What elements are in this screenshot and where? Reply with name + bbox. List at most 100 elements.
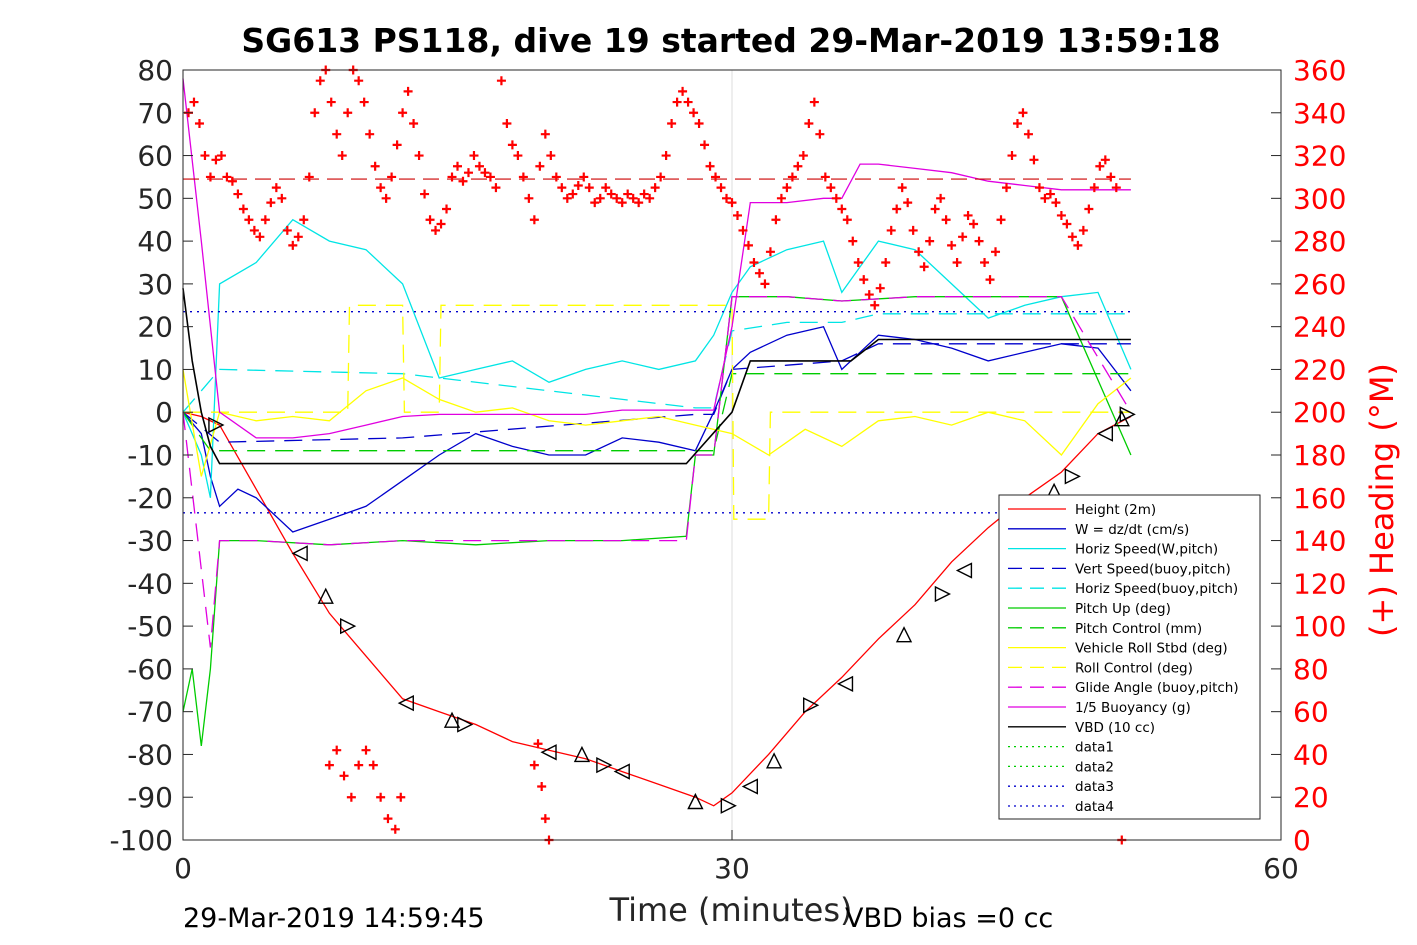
heading-point <box>211 155 221 165</box>
heading-point <box>1040 193 1050 203</box>
heading-point <box>584 183 594 193</box>
heading-point <box>617 198 627 208</box>
y-left-tick-label: -100 <box>109 824 173 857</box>
y-left-tick-label: -30 <box>127 525 173 558</box>
heading-point <box>897 183 907 193</box>
heading-point <box>749 258 759 267</box>
heading-point <box>831 193 841 203</box>
heading-point <box>485 172 495 182</box>
heading-point <box>947 240 957 250</box>
heading-point <box>469 151 479 161</box>
y-left-tick-label: 30 <box>137 268 173 301</box>
legend-label-4: Horiz Speed(buoy,pitch) <box>1075 581 1238 597</box>
heading-point <box>650 183 660 193</box>
legend-label-14: data3 <box>1075 779 1114 795</box>
heading-point <box>403 86 413 96</box>
y-right-tick-label: 240 <box>1293 311 1346 344</box>
heading-point <box>540 129 550 139</box>
heading-point <box>864 290 874 300</box>
legend-label-5: Pitch Up (deg) <box>1075 601 1171 617</box>
depth-triangle-marker <box>208 416 225 434</box>
heading-point <box>573 181 583 190</box>
heading-point <box>535 161 545 171</box>
heading-point <box>425 215 435 225</box>
y-left-tick-label: -10 <box>127 439 173 472</box>
heading-point <box>1051 198 1061 208</box>
heading-point <box>507 140 517 150</box>
heading-point <box>804 118 814 128</box>
heading-point <box>474 161 484 171</box>
series-line-11 <box>182 288 1131 465</box>
heading-point <box>798 151 808 161</box>
heading-point <box>963 210 973 220</box>
series-line-6 <box>182 373 1131 452</box>
heading-point <box>903 198 913 208</box>
heading-point <box>1078 225 1088 235</box>
heading-point <box>244 215 254 225</box>
heading-point <box>431 225 441 235</box>
series-line-10 <box>182 78 1131 439</box>
heading-point <box>590 198 600 208</box>
heading-point <box>551 172 561 182</box>
heading-point <box>200 151 210 161</box>
x-tick-label: 60 <box>1263 852 1299 885</box>
heading-point <box>870 300 880 310</box>
heading-point <box>387 172 397 182</box>
depth-triangle-marker <box>687 792 704 810</box>
heading-point <box>952 258 962 267</box>
heading-point <box>216 151 226 161</box>
heading-point <box>661 151 671 161</box>
heading-point <box>881 258 891 267</box>
heading-point <box>299 215 309 225</box>
heading-point <box>639 189 649 199</box>
heading-point <box>925 236 935 246</box>
heading-point <box>513 151 523 161</box>
heading-point <box>205 172 215 182</box>
heading-point <box>743 240 753 250</box>
y-left-tick-label: -20 <box>127 482 173 515</box>
heading-point <box>480 168 490 178</box>
heading-point <box>1045 189 1055 199</box>
x-tick-label: 30 <box>714 852 750 885</box>
heading-point <box>354 76 364 86</box>
heading-point <box>595 193 605 203</box>
heading-point <box>645 193 655 203</box>
heading-point <box>628 193 638 203</box>
heading-point <box>557 183 567 193</box>
heading-point <box>1067 232 1077 242</box>
heading-point <box>815 129 825 139</box>
y-left-tick-label: 20 <box>137 311 173 344</box>
series-line-0 <box>182 411 1132 807</box>
heading-point <box>1095 161 1105 171</box>
heading-point <box>859 275 869 285</box>
heading-point <box>376 792 386 802</box>
heading-point <box>189 97 199 107</box>
heading-point <box>365 129 375 139</box>
depth-triangle-marker <box>340 617 357 635</box>
heading-point <box>996 215 1006 225</box>
y-right-tick-label: 40 <box>1293 738 1329 771</box>
heading-point <box>233 189 243 199</box>
heading-point <box>529 760 539 770</box>
y-left-tick-label: -90 <box>127 781 173 814</box>
y-right-tick-label: 340 <box>1293 97 1346 130</box>
depth-triangle-marker <box>443 711 461 728</box>
heading-point <box>383 814 393 824</box>
heading-point <box>683 97 693 107</box>
series-line-8 <box>183 304 1131 520</box>
heading-point <box>288 240 298 250</box>
heading-point <box>634 198 644 208</box>
y-left-tick-label: 70 <box>137 97 173 130</box>
y-axis-right: 3603403203002802602402202001801601401201… <box>1271 54 1346 857</box>
heading-point <box>738 225 748 235</box>
depth-triangle-marker <box>1096 425 1114 442</box>
heading-point <box>848 236 858 246</box>
heading-point <box>260 215 270 225</box>
heading-point <box>491 183 501 193</box>
heading-point <box>601 183 611 193</box>
heading-point <box>969 219 979 229</box>
y-right-tick-label: 260 <box>1293 268 1346 301</box>
heading-point <box>1089 183 1099 193</box>
heading-point <box>376 183 386 193</box>
y-right-tick-label: 200 <box>1293 396 1346 429</box>
